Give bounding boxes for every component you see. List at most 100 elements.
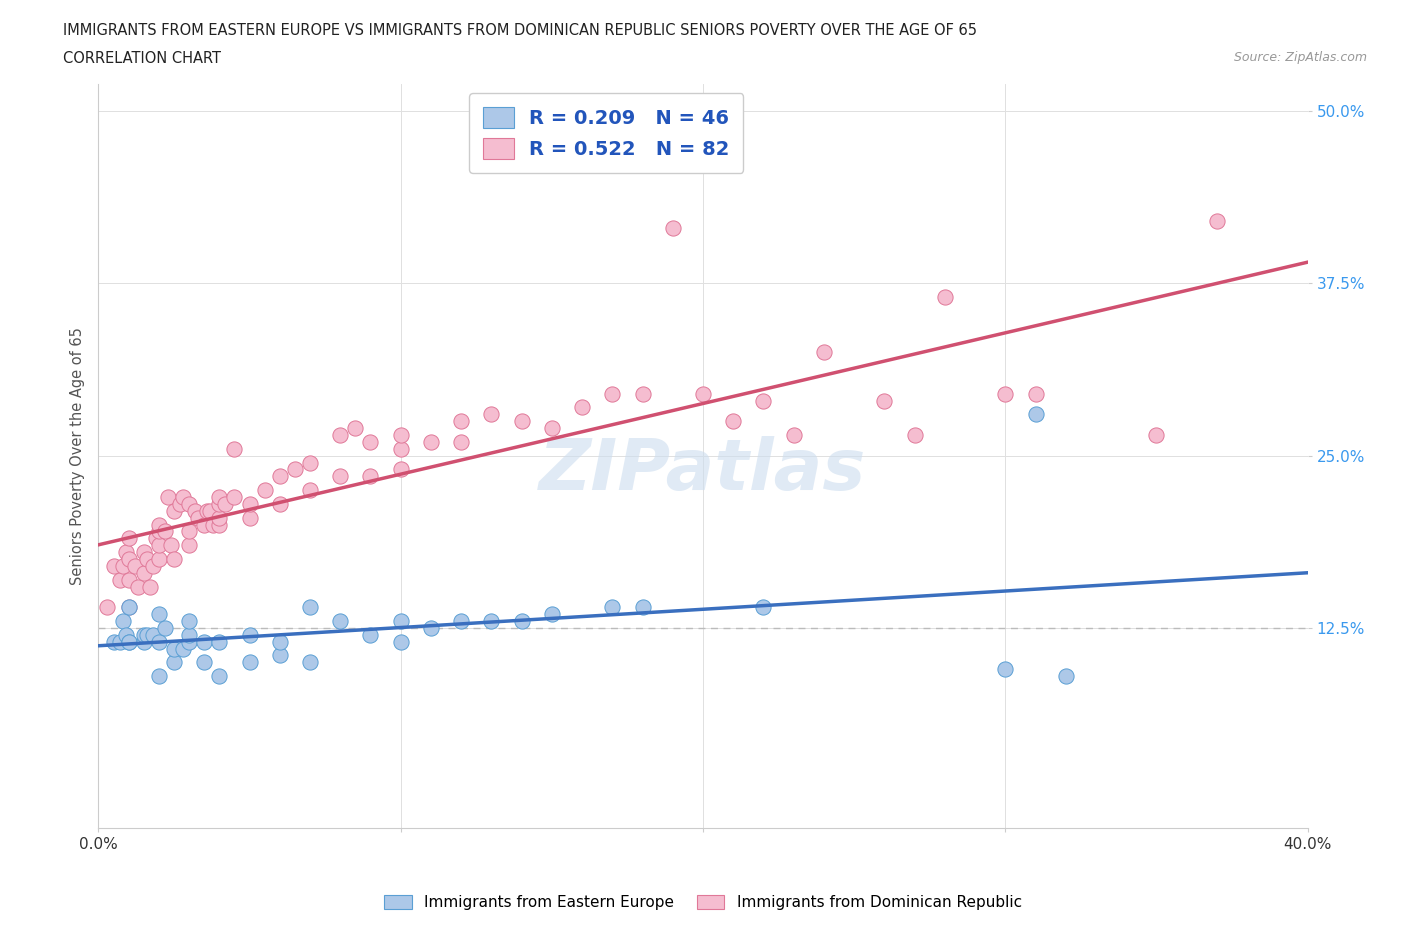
Point <box>184 503 207 518</box>
Point <box>994 662 1017 677</box>
Point <box>631 600 654 615</box>
Point <box>269 469 291 484</box>
Point <box>269 648 291 663</box>
Point <box>752 393 775 408</box>
Point <box>208 497 231 512</box>
Point <box>103 634 125 649</box>
Point <box>692 386 714 401</box>
Point <box>177 497 201 512</box>
Point <box>450 614 472 629</box>
Point <box>540 606 562 621</box>
Point <box>329 614 352 629</box>
Point <box>389 428 412 443</box>
Point <box>752 600 775 615</box>
Point <box>721 414 744 429</box>
Point <box>177 538 201 552</box>
Point <box>602 386 624 401</box>
Point <box>148 634 170 649</box>
Point <box>1206 214 1229 229</box>
Point <box>177 634 201 649</box>
Point <box>135 551 157 566</box>
Point <box>389 634 412 649</box>
Point <box>1024 407 1046 422</box>
Point <box>360 628 382 643</box>
Point <box>360 434 382 449</box>
Text: Source: ZipAtlas.com: Source: ZipAtlas.com <box>1233 51 1367 64</box>
Point <box>224 442 246 457</box>
Point <box>510 614 533 629</box>
Point <box>111 559 134 574</box>
Point <box>208 669 231 684</box>
Point <box>813 345 835 360</box>
Point <box>214 497 236 512</box>
Point <box>142 559 165 574</box>
Point <box>631 386 654 401</box>
Point <box>934 290 956 305</box>
Point <box>329 428 352 443</box>
Point <box>139 579 162 594</box>
Point <box>208 511 231 525</box>
Point <box>108 572 131 587</box>
Point <box>114 628 136 643</box>
Point <box>450 414 472 429</box>
Point <box>224 489 246 504</box>
Point <box>118 531 141 546</box>
Point <box>135 628 157 643</box>
Point <box>132 634 155 649</box>
Point <box>148 551 170 566</box>
Text: CORRELATION CHART: CORRELATION CHART <box>63 51 221 66</box>
Text: ZIPatlas: ZIPatlas <box>540 436 866 505</box>
Point <box>111 614 134 629</box>
Point <box>193 517 215 532</box>
Point <box>1054 669 1077 684</box>
Point <box>118 634 141 649</box>
Point <box>195 503 218 518</box>
Point <box>148 517 170 532</box>
Point <box>193 634 215 649</box>
Point <box>481 614 503 629</box>
Point <box>153 524 176 538</box>
Point <box>132 545 155 560</box>
Point <box>208 517 231 532</box>
Point <box>269 634 291 649</box>
Point <box>96 600 118 615</box>
Text: IMMIGRANTS FROM EASTERN EUROPE VS IMMIGRANTS FROM DOMINICAN REPUBLIC SENIORS POV: IMMIGRANTS FROM EASTERN EUROPE VS IMMIGR… <box>63 23 977 38</box>
Point <box>239 655 262 670</box>
Point <box>239 497 262 512</box>
Point <box>148 669 170 684</box>
Point <box>177 628 201 643</box>
Point <box>208 489 231 504</box>
Point <box>269 497 291 512</box>
Point <box>389 614 412 629</box>
Point <box>145 531 167 546</box>
Legend: R = 0.209   N = 46, R = 0.522   N = 82: R = 0.209 N = 46, R = 0.522 N = 82 <box>470 93 744 173</box>
Point <box>239 511 262 525</box>
Point <box>177 524 201 538</box>
Point <box>389 462 412 477</box>
Point <box>208 634 231 649</box>
Point <box>602 600 624 615</box>
Point <box>202 517 225 532</box>
Point <box>782 428 804 443</box>
Point <box>127 579 149 594</box>
Point <box>169 497 191 512</box>
Point <box>419 434 441 449</box>
Point <box>153 620 176 635</box>
Legend: Immigrants from Eastern Europe, Immigrants from Dominican Republic: Immigrants from Eastern Europe, Immigran… <box>377 887 1029 918</box>
Point <box>510 414 533 429</box>
Point <box>172 489 194 504</box>
Point <box>132 565 155 580</box>
Point <box>299 455 322 470</box>
Point <box>103 559 125 574</box>
Point <box>114 545 136 560</box>
Point <box>163 655 186 670</box>
Point <box>389 442 412 457</box>
Point <box>299 483 322 498</box>
Point <box>193 655 215 670</box>
Point <box>163 503 186 518</box>
Point <box>329 469 352 484</box>
Point <box>360 469 382 484</box>
Point <box>148 524 170 538</box>
Point <box>142 628 165 643</box>
Point <box>163 551 186 566</box>
